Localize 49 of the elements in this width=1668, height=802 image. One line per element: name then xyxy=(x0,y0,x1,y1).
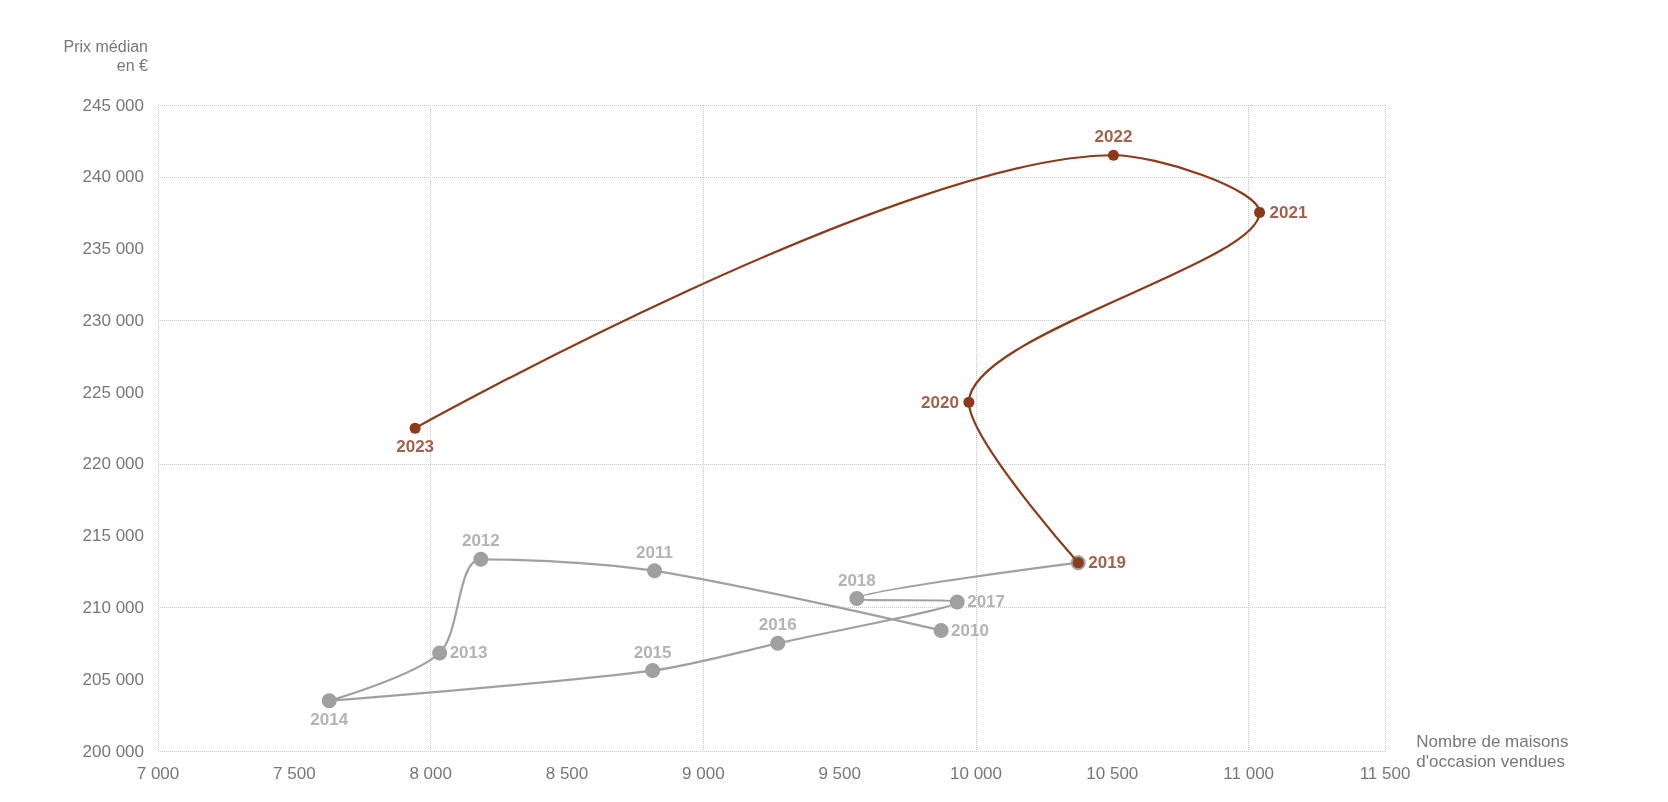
annotation: 2013 xyxy=(449,643,488,663)
point xyxy=(321,693,337,709)
y-tick-label: 230 000 xyxy=(82,310,144,330)
y-tick-label: 220 000 xyxy=(82,454,144,474)
x-tick-label: 8 000 xyxy=(409,764,452,783)
point xyxy=(409,422,421,434)
annotation: 2014 xyxy=(310,709,349,729)
point xyxy=(1107,149,1119,161)
x-tick-label: 7 500 xyxy=(273,764,316,783)
annotation: 2012 xyxy=(461,531,500,551)
annotation: 2019 xyxy=(1088,553,1127,573)
x-axis-title: Nombre de maisons d'occasion vendues xyxy=(1416,731,1569,771)
annotation: 2023 xyxy=(396,437,435,457)
point xyxy=(849,591,865,607)
x-tick-label: 7 000 xyxy=(136,764,180,783)
annotation: 2022 xyxy=(1094,127,1133,147)
annotation: 2020 xyxy=(921,392,959,412)
x-tick-label: 8 500 xyxy=(545,764,589,783)
annotation: 2021 xyxy=(1269,202,1308,222)
y-tick-label: 225 000 xyxy=(82,382,144,402)
point xyxy=(1254,206,1266,218)
annotation: 2016 xyxy=(758,615,797,635)
y-tick-label: 245 000 xyxy=(82,95,144,115)
annotation: 2015 xyxy=(633,642,672,662)
x-tick-label: 10 500 xyxy=(1086,764,1139,783)
y-tick-label: 205 000 xyxy=(82,669,144,689)
annotation: 2011 xyxy=(636,542,673,562)
y-tick-label: 235 000 xyxy=(82,239,144,259)
point xyxy=(473,551,489,567)
point xyxy=(770,635,786,651)
x-tick-label: 10 000 xyxy=(950,764,1002,783)
x-tick-label: 9 500 xyxy=(818,764,861,783)
x-tick-label: 11 500 xyxy=(1359,764,1411,783)
y-tick-label: 215 000 xyxy=(82,526,144,546)
point xyxy=(432,645,448,661)
point xyxy=(647,563,663,579)
annotation: 2017 xyxy=(967,592,1006,612)
point xyxy=(963,396,975,408)
point xyxy=(949,594,965,610)
annotation: 2018 xyxy=(837,570,876,590)
y-tick-label: 200 000 xyxy=(82,741,144,761)
y-tick-label: 240 000 xyxy=(82,167,144,187)
point xyxy=(645,663,661,679)
point xyxy=(933,622,949,638)
x-tick-label: 11 000 xyxy=(1223,764,1275,783)
y-tick-label: 210 000 xyxy=(82,597,144,617)
x-tick-label: 9 000 xyxy=(682,764,725,783)
y-axis-title: Prix médian en € xyxy=(63,38,149,74)
annotation: 2010 xyxy=(951,620,989,640)
